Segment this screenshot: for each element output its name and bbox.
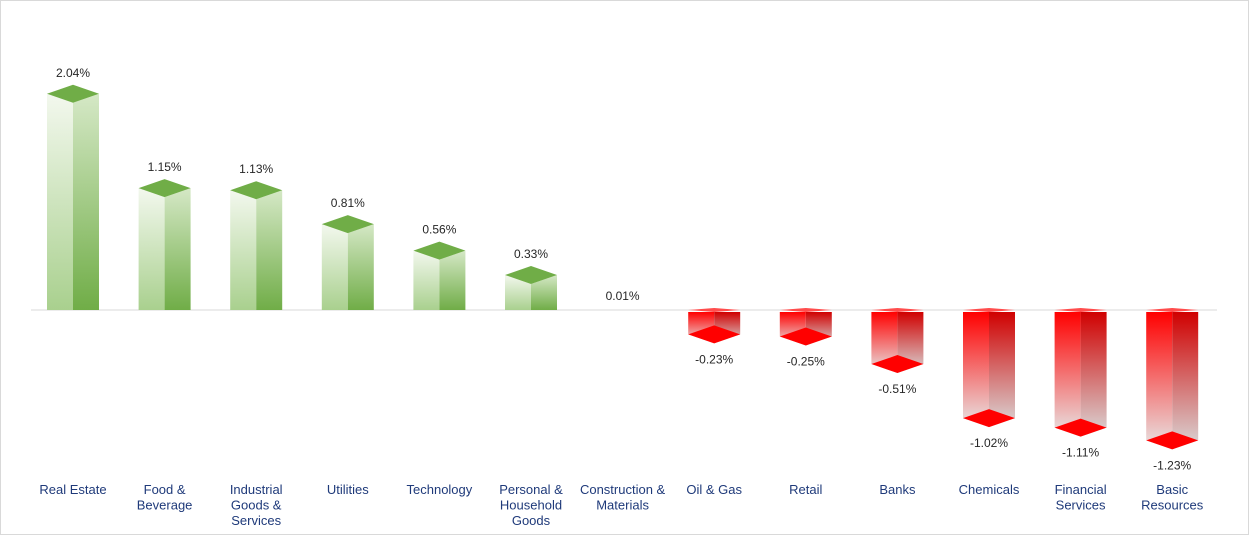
bar-top-face (1054, 308, 1107, 312)
category-label: Chemicals (959, 482, 1020, 497)
value-label: -0.51% (878, 382, 916, 396)
category-label: Real Estate (39, 482, 106, 497)
bar-11 (1054, 308, 1107, 437)
value-label: 2.04% (56, 66, 90, 80)
bars-group (47, 84, 1199, 450)
value-label: 1.13% (239, 162, 273, 176)
bar-side-face (989, 312, 1015, 428)
bar-9 (871, 308, 924, 374)
category-label: Banks (879, 482, 916, 497)
bar-side-face (164, 188, 191, 310)
category-labels-group: Real Estate Food & Beverage Industrial Goods… (39, 482, 1203, 528)
category-label: Financial Services (1055, 482, 1107, 513)
bar-top-face (413, 241, 466, 260)
bar-front-face (138, 188, 165, 310)
bar-12 (1146, 308, 1199, 450)
value-label: 1.15% (148, 160, 182, 174)
bar-7 (688, 308, 741, 344)
value-label: 0.81% (331, 196, 365, 210)
bar-top-face (47, 84, 99, 103)
bar-bottom-face (1146, 431, 1199, 450)
category-label: Industrial Goods & Services (230, 482, 283, 528)
value-label: -0.25% (787, 355, 825, 369)
bar-4 (413, 241, 466, 310)
bar-top-face (505, 266, 557, 285)
category-label: Personal & Household Goods (499, 482, 563, 528)
category-label: Basic Resources (1141, 482, 1204, 513)
value-labels-group: 2.04% 1.15% 1.13% 0.81% 0.56% 0.33% 0.01% -0.23… (56, 66, 1192, 473)
bar-front-face (1146, 312, 1173, 450)
value-label: 0.33% (514, 247, 548, 261)
bar-side-face (347, 224, 374, 310)
bar-2 (230, 181, 283, 310)
bar-top-face (1146, 308, 1199, 312)
bar-side-face (73, 93, 99, 310)
bar-side-face (531, 275, 557, 310)
bar-top-face (230, 181, 283, 200)
category-label: Construction & Materials (580, 482, 666, 513)
value-label: -1.23% (1153, 458, 1191, 472)
bar-side-face (439, 250, 466, 310)
bar-front-face (321, 224, 348, 310)
category-label: Retail (789, 482, 822, 497)
category-label: Oil & Gas (686, 482, 742, 497)
category-label: Utilities (327, 482, 369, 497)
bar-top-face (138, 179, 191, 198)
bar-top-face (779, 308, 832, 312)
bar-front-face (963, 312, 989, 428)
bar-side-face (1172, 312, 1199, 450)
value-label: 0.01% (606, 289, 640, 303)
bar-bottom-face (963, 409, 1015, 428)
value-label: 0.56% (422, 223, 456, 237)
value-label: -1.11% (1062, 446, 1099, 460)
bar-1 (138, 179, 191, 310)
bar-front-face (230, 190, 257, 310)
bar-0 (47, 84, 99, 310)
bar-front-face (1054, 312, 1081, 437)
bar-front-face (413, 250, 440, 310)
value-label: -0.23% (695, 352, 733, 366)
bar-front-face (505, 275, 531, 310)
bar-10 (963, 308, 1015, 428)
bar-front-face (47, 93, 73, 310)
bar-side-face (1080, 312, 1107, 437)
bar-top-face (963, 308, 1015, 312)
category-label: Food & Beverage (137, 482, 193, 513)
bar-top-face (688, 308, 741, 312)
bar-side-face (256, 190, 283, 310)
bar-8 (779, 308, 832, 346)
bar-5 (505, 266, 557, 310)
bar-bottom-face (1054, 418, 1107, 437)
bar-bottom-face (871, 355, 924, 374)
value-label: -1.02% (970, 436, 1008, 450)
bar-bottom-face (688, 325, 741, 344)
bar-top-face (321, 215, 374, 234)
category-label: Technology (407, 482, 473, 497)
bar-bottom-face (779, 327, 832, 346)
bar-3 (321, 215, 374, 310)
bar-top-face (871, 308, 924, 312)
